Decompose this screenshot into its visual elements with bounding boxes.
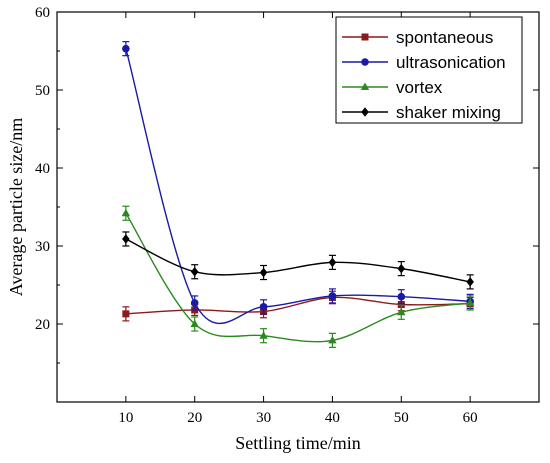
data-point-ultrasonication [397, 292, 406, 301]
data-point-shaker-mixing [122, 234, 130, 244]
data-point-ultrasonication [328, 292, 337, 300]
legend: spontaneous ultrasonication vortex shaker m… [335, 16, 523, 124]
data-point-shaker-mixing [259, 267, 268, 278]
data-point-vortex [397, 307, 406, 316]
x-axis-label: Settling time/min [235, 433, 361, 453]
series-ultrasonication [122, 41, 474, 325]
series-shaker-mixing [122, 231, 474, 290]
y-tick-label: 40 [35, 161, 50, 177]
legend-marker-vortex [360, 82, 370, 90]
data-point-vortex [259, 331, 268, 339]
data-point-shaker-mixing [190, 266, 199, 277]
data-point-shaker-mixing [466, 277, 474, 287]
y-tick-label: 30 [35, 239, 50, 255]
data-point-shaker-mixing [328, 257, 337, 268]
x-tick-label: 10 [118, 410, 133, 426]
series-vortex [121, 205, 475, 348]
axis-ticks: 10 20 30 40 50 60 20 30 40 50 60 [35, 5, 539, 426]
series-line-vortex [125, 212, 471, 343]
data-point-vortex [121, 208, 131, 217]
legend-marker-ultrasonication [361, 58, 369, 66]
series-layer [121, 41, 475, 348]
data-point-shaker-mixing [397, 263, 406, 274]
data-point-ultrasonication [122, 44, 130, 53]
x-tick-label: 50 [394, 410, 409, 426]
x-tick-label: 30 [256, 410, 271, 426]
data-point-ultrasonication [259, 303, 268, 311]
legend-label-shaker-mixing: shaker mixing [396, 103, 501, 122]
data-point-vortex [465, 298, 475, 306]
data-point-spontaneous [397, 301, 405, 308]
y-tick-label: 50 [35, 83, 50, 99]
legend-label-spontaneous: spontaneous [396, 28, 493, 47]
data-point-ultrasonication [190, 299, 199, 307]
data-point-vortex [328, 335, 337, 344]
x-tick-label: 60 [463, 410, 478, 426]
data-point-vortex [190, 319, 199, 327]
legend-label-vortex: vortex [396, 78, 443, 97]
series-spontaneous [122, 290, 474, 322]
x-tick-label: 40 [325, 410, 340, 426]
y-tick-label: 20 [35, 317, 50, 333]
x-tick-label: 20 [187, 410, 202, 426]
series-line-shaker-mixing [125, 238, 471, 283]
legend-marker-shaker-mixing [361, 107, 369, 117]
y-tick-label: 60 [35, 5, 50, 21]
legend-marker-spontaneous [361, 33, 369, 41]
y-axis-label: Average particle size/nm [6, 118, 26, 297]
data-point-spontaneous [122, 310, 130, 318]
legend-label-ultrasonication: ultrasonication [396, 53, 506, 72]
series-line-spontaneous [125, 296, 471, 315]
